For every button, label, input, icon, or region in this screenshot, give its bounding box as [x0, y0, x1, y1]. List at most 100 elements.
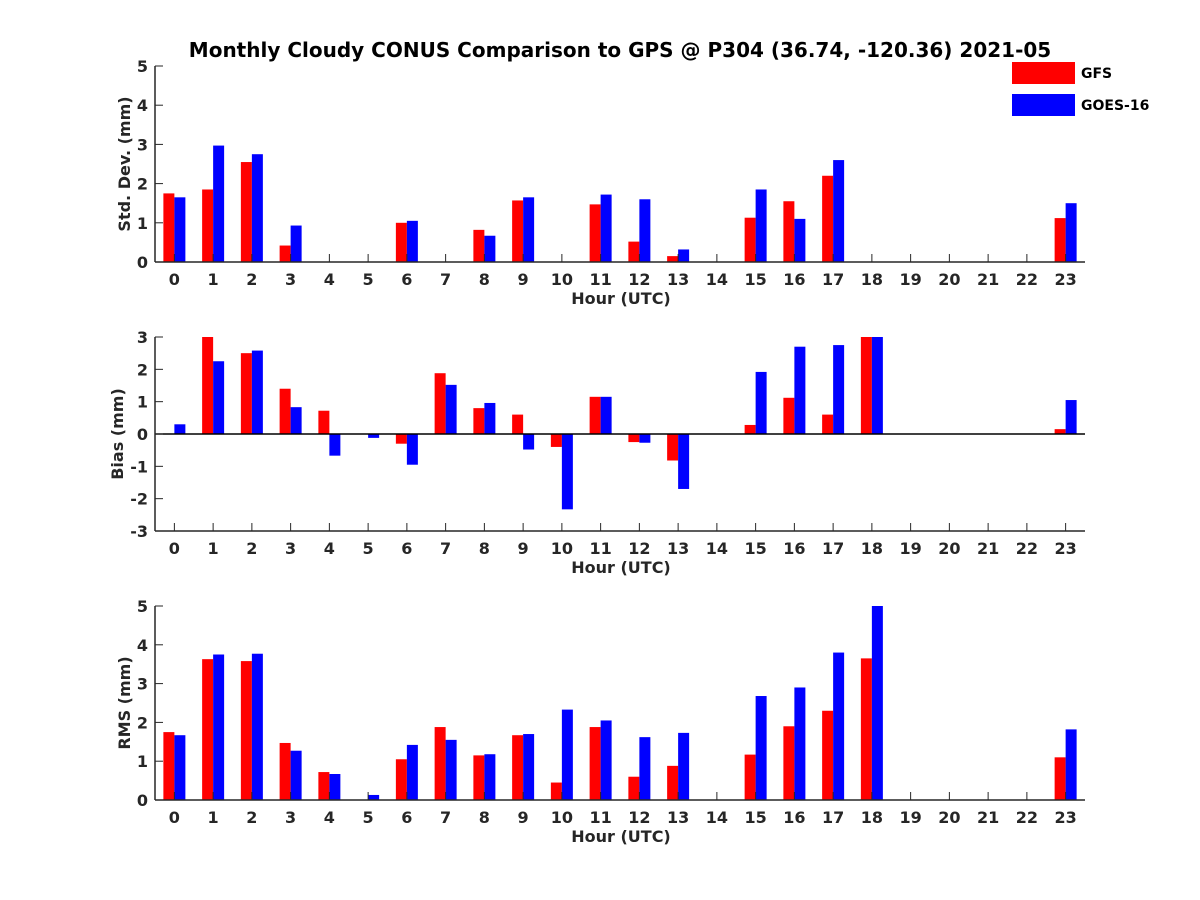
- x-tick-label: 7: [440, 539, 451, 558]
- bar-goes-16-hour-2: [251, 653, 263, 800]
- x-tick-label: 23: [1054, 270, 1076, 289]
- x-tick-label: 10: [551, 270, 573, 289]
- bar-gfs-hour-2: [240, 661, 252, 800]
- legend: GFS GOES-16: [1012, 62, 1149, 116]
- bar-gfs-hour-0: [163, 732, 175, 800]
- bar-gfs-hour-1: [202, 659, 214, 800]
- x-tick-label: 4: [324, 270, 335, 289]
- y-tick-label: 2: [137, 175, 148, 194]
- bar-gfs-hour-17: [822, 710, 834, 800]
- bar-gfs-hour-12: [628, 776, 640, 800]
- x-tick-label: 14: [706, 270, 728, 289]
- bar-goes-16-hour-10: [561, 434, 573, 510]
- x-tick-label: 1: [208, 270, 219, 289]
- bar-gfs-hour-17: [822, 414, 834, 434]
- bar-goes-16-hour-3: [290, 407, 302, 434]
- bar-gfs-hour-7: [434, 727, 446, 800]
- bar-goes-16-hour-7: [445, 384, 457, 434]
- bar-goes-16-hour-8: [484, 754, 496, 800]
- bar-goes-16-hour-3: [290, 750, 302, 800]
- bar-goes-16-hour-16: [794, 687, 806, 800]
- y-tick-label: -2: [130, 490, 148, 509]
- bar-goes-16-hour-23: [1065, 400, 1077, 434]
- bar-gfs-hour-3: [279, 742, 291, 800]
- bar-goes-16-hour-10: [561, 709, 573, 800]
- bar-goes-16-hour-0: [174, 197, 186, 262]
- x-tick-label: 6: [401, 539, 412, 558]
- x-tick-label: 22: [1016, 270, 1038, 289]
- legend-swatch-gfs: [1012, 62, 1075, 84]
- bar-gfs-hour-13: [667, 256, 679, 262]
- x-tick-label: 6: [401, 808, 412, 827]
- x-tick-label: 18: [861, 808, 883, 827]
- y-tick-label: -1: [130, 457, 148, 476]
- y-tick-label: 2: [137, 713, 148, 732]
- x-tick-label: 17: [822, 539, 844, 558]
- bar-goes-16-hour-18: [871, 606, 883, 800]
- y-tick-label: 3: [137, 675, 148, 694]
- bar-gfs-hour-9: [512, 414, 524, 434]
- x-tick-label: 20: [938, 808, 960, 827]
- bar-gfs-hour-3: [279, 245, 291, 262]
- x-tick-label: 23: [1054, 539, 1076, 558]
- x-tick-label: 8: [479, 539, 490, 558]
- x-tick-label: 5: [363, 270, 374, 289]
- x-tick-label: 4: [324, 808, 335, 827]
- y-tick-label: 4: [137, 96, 148, 115]
- x-tick-label: 0: [169, 808, 180, 827]
- y-tick-label: 5: [137, 57, 148, 76]
- bar-gfs-hour-4: [318, 410, 330, 434]
- bar-gfs-hour-9: [512, 735, 524, 800]
- x-tick-label: 16: [783, 539, 805, 558]
- bar-gfs-hour-15: [744, 424, 756, 434]
- bar-goes-16-hour-9: [523, 434, 535, 450]
- y-tick-label: 1: [137, 214, 148, 233]
- y-tick-label: 1: [137, 752, 148, 771]
- bar-goes-16-hour-4: [329, 434, 341, 456]
- legend-label: GOES-16: [1081, 98, 1149, 114]
- x-tick-label: 2: [246, 539, 257, 558]
- bar-goes-16-hour-23: [1065, 729, 1077, 800]
- bar-gfs-hour-11: [589, 204, 601, 262]
- bar-gfs-hour-23: [1054, 757, 1066, 800]
- x-tick-label: 13: [667, 808, 689, 827]
- x-tick-label: 10: [551, 808, 573, 827]
- x-tick-label: 21: [977, 270, 999, 289]
- bar-gfs-hour-6: [395, 222, 407, 262]
- bar-goes-16-hour-13: [678, 732, 690, 800]
- bar-gfs-hour-15: [744, 754, 756, 800]
- x-tick-label: 19: [899, 808, 921, 827]
- x-tick-label: 17: [822, 270, 844, 289]
- x-tick-label: 3: [285, 539, 296, 558]
- x-tick-label: 8: [479, 270, 490, 289]
- bar-gfs-hour-16: [783, 201, 795, 262]
- bar-goes-16-hour-23: [1065, 203, 1077, 262]
- x-tick-label: 21: [977, 539, 999, 558]
- bar-goes-16-hour-2: [251, 154, 263, 262]
- x-axis-label: Hour (UTC): [571, 289, 671, 308]
- bar-goes-16-hour-1: [213, 145, 225, 262]
- x-tick-label: 0: [169, 270, 180, 289]
- bar-gfs-hour-6: [395, 759, 407, 800]
- bar-goes-16-hour-4: [329, 774, 341, 800]
- x-axis-label: Hour (UTC): [571, 558, 671, 577]
- x-tick-label: 12: [628, 808, 650, 827]
- bar-goes-16-hour-8: [484, 235, 496, 262]
- bar-gfs-hour-23: [1054, 429, 1066, 434]
- x-tick-label: 19: [899, 270, 921, 289]
- bar-gfs-hour-13: [667, 765, 679, 800]
- y-tick-label: 3: [137, 328, 148, 347]
- bar-goes-16-hour-16: [794, 346, 806, 434]
- bar-gfs-hour-9: [512, 200, 524, 262]
- x-tick-label: 4: [324, 539, 335, 558]
- bar-gfs-hour-18: [860, 337, 872, 434]
- bar-goes-16-hour-3: [290, 225, 302, 262]
- x-tick-label: 0: [169, 539, 180, 558]
- bar-gfs-hour-10: [550, 434, 562, 447]
- bar-gfs-hour-1: [202, 337, 214, 434]
- x-tick-label: 9: [518, 808, 529, 827]
- bar-goes-16-hour-18: [871, 337, 883, 434]
- y-axis-label: RMS (mm): [115, 656, 134, 749]
- y-tick-label: 0: [137, 253, 148, 272]
